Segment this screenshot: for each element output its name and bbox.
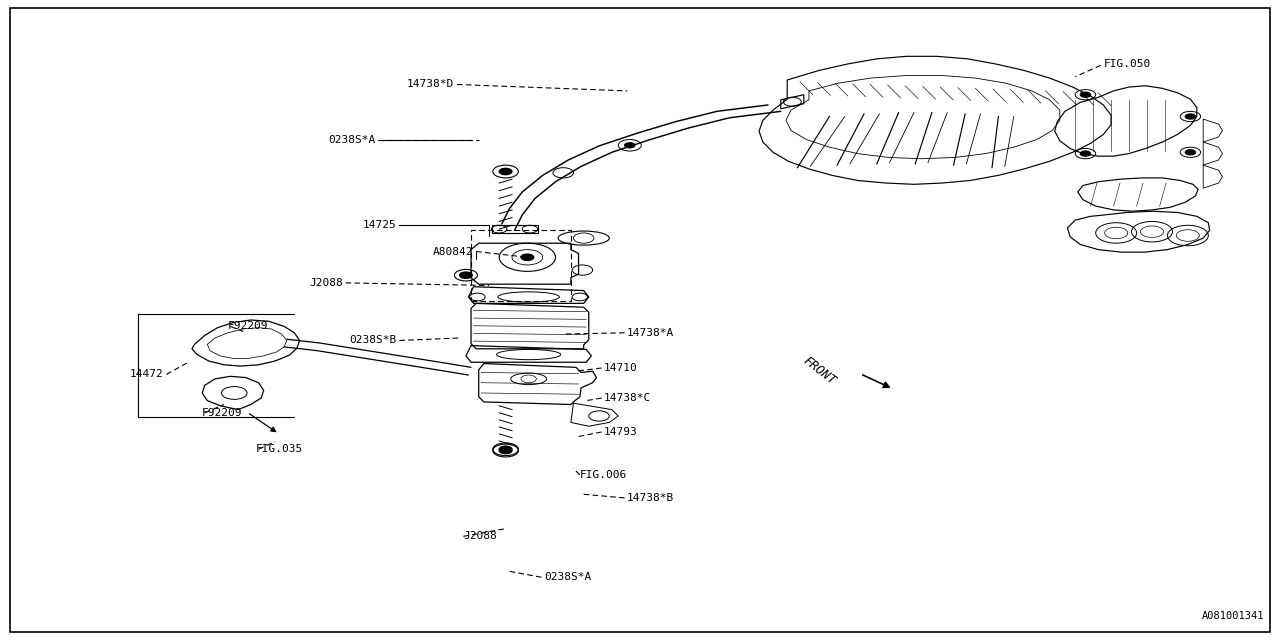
- Circle shape: [1080, 92, 1091, 97]
- Circle shape: [460, 272, 472, 278]
- Circle shape: [499, 447, 512, 454]
- Circle shape: [625, 143, 635, 148]
- Text: A80842: A80842: [433, 246, 474, 257]
- Text: FRONT: FRONT: [800, 355, 838, 388]
- Circle shape: [1080, 151, 1091, 156]
- Circle shape: [1185, 150, 1196, 155]
- Text: J2088: J2088: [310, 278, 343, 288]
- Text: FIG.050: FIG.050: [1103, 59, 1151, 69]
- Text: 0238S*A: 0238S*A: [328, 134, 375, 145]
- Text: 14472: 14472: [131, 369, 164, 380]
- Circle shape: [1185, 114, 1196, 119]
- Text: 0238S*A: 0238S*A: [544, 572, 591, 582]
- Text: 14738*D: 14738*D: [407, 79, 454, 90]
- Text: 0238S*B: 0238S*B: [349, 335, 397, 346]
- Text: 14738*A: 14738*A: [627, 328, 675, 338]
- Circle shape: [499, 446, 512, 452]
- Circle shape: [499, 168, 512, 175]
- Text: FIG.006: FIG.006: [580, 470, 627, 480]
- Circle shape: [521, 254, 534, 260]
- Text: FIG.035: FIG.035: [256, 444, 303, 454]
- Text: 14738*B: 14738*B: [627, 493, 675, 503]
- Text: F92209: F92209: [228, 321, 269, 332]
- Text: 14738*C: 14738*C: [604, 393, 652, 403]
- Text: 14793: 14793: [604, 427, 637, 437]
- Text: J2088: J2088: [463, 531, 497, 541]
- Text: F92209: F92209: [202, 408, 243, 418]
- Text: A081001341: A081001341: [1202, 611, 1265, 621]
- Text: 14725: 14725: [364, 220, 397, 230]
- Text: 14710: 14710: [604, 363, 637, 373]
